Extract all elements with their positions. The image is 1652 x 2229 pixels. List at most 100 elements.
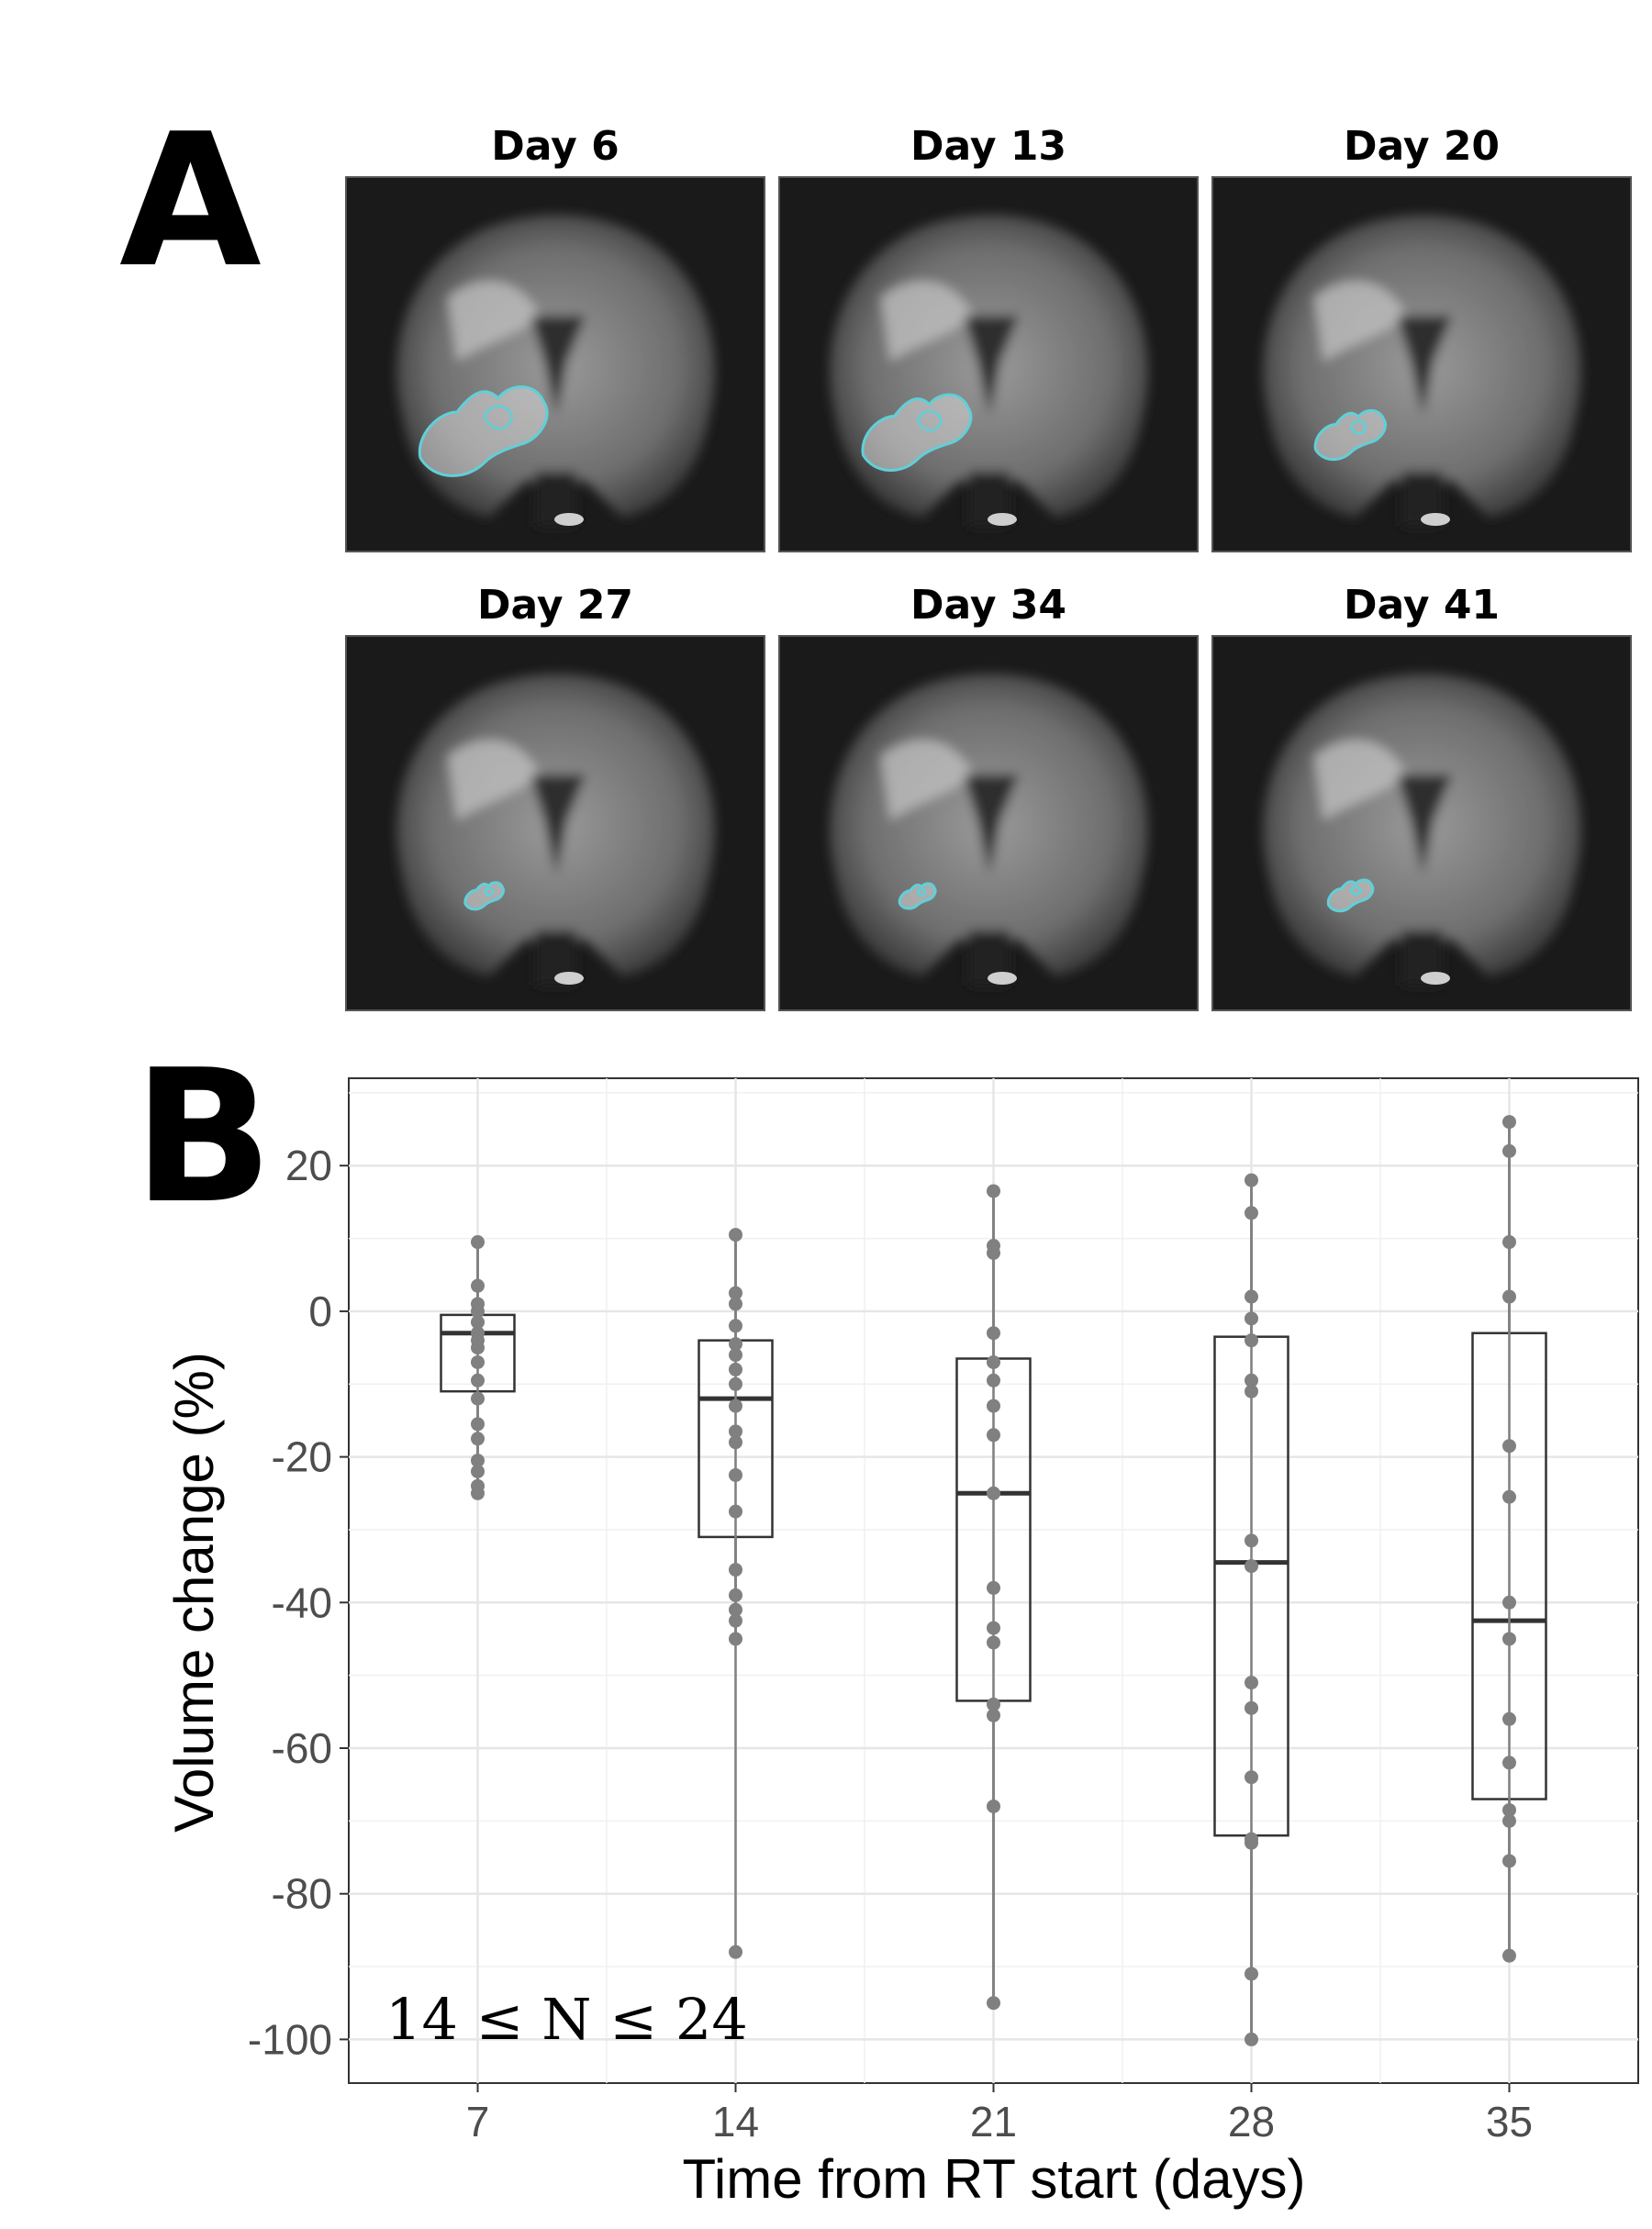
data-point: [1245, 1206, 1258, 1220]
data-point: [987, 1245, 1000, 1260]
data-point: [1502, 1143, 1516, 1158]
data-point: [1502, 1115, 1516, 1130]
panel-b-label: B: [133, 1031, 273, 1244]
data-point: [987, 1996, 1000, 2011]
data-point: [987, 1621, 1000, 1635]
data-point: [471, 1354, 485, 1369]
data-point: [1502, 1711, 1516, 1726]
mri-scan: [1211, 635, 1632, 1011]
data-point: [1245, 1676, 1258, 1690]
y-tick-label: -80: [272, 1870, 332, 1918]
data-point: [987, 1708, 1000, 1722]
data-point: [1502, 1755, 1516, 1770]
x-tick-label: 28: [1228, 2098, 1275, 2145]
data-point: [1502, 1439, 1516, 1454]
data-point: [729, 1632, 742, 1646]
mri-image-grid: Day 6 Day 13 Day 20 Day 27 Day 34 Day 41: [345, 117, 1641, 1035]
data-point: [1245, 1173, 1258, 1187]
data-point: [1245, 1333, 1258, 1348]
data-point: [729, 1362, 742, 1376]
data-point: [987, 1580, 1000, 1595]
data-point: [1245, 1373, 1258, 1388]
data-point: [1502, 1489, 1516, 1504]
data-point: [987, 1354, 1000, 1369]
data-point: [729, 1337, 742, 1352]
data-point: [471, 1341, 485, 1355]
data-point: [1245, 1311, 1258, 1326]
data-point: [729, 1467, 742, 1482]
data-point: [471, 1373, 485, 1388]
data-point: [1245, 1835, 1258, 1850]
data-point: [987, 1697, 1000, 1711]
mri-day-label: Day 41: [1343, 582, 1501, 629]
panel-a-label: A: [119, 95, 262, 308]
data-point: [987, 1428, 1000, 1443]
mri-scan: [345, 176, 765, 552]
x-tick-label: 7: [466, 2098, 490, 2145]
sample-size-annotation: 14 ≤ N ≤ 24: [385, 1986, 748, 2053]
data-point: [471, 1486, 485, 1500]
y-tick-label: -20: [272, 1433, 332, 1481]
data-point: [471, 1432, 485, 1446]
mri-day-label: Day 34: [910, 582, 1067, 629]
y-tick-label: 20: [285, 1142, 332, 1189]
data-point: [729, 1424, 742, 1439]
mri-scan: [778, 176, 1199, 552]
data-point: [471, 1464, 485, 1478]
data-point: [471, 1391, 485, 1406]
data-point: [471, 1304, 485, 1319]
data-point: [1245, 1559, 1258, 1574]
data-point: [1245, 1967, 1258, 1981]
mri-scan: [778, 635, 1199, 1011]
data-point: [471, 1315, 485, 1330]
data-point: [1502, 1595, 1516, 1610]
data-point: [1502, 1802, 1516, 1817]
data-point: [729, 1945, 742, 1959]
data-point: [471, 1417, 485, 1432]
data-point: [987, 1326, 1000, 1341]
data-point: [987, 1399, 1000, 1413]
data-point: [1245, 1700, 1258, 1715]
mri-day-label: Day 13: [910, 123, 1067, 170]
data-point: [987, 1373, 1000, 1388]
data-point: [1502, 1289, 1516, 1304]
data-point: [1502, 1632, 1516, 1646]
data-point: [987, 1486, 1000, 1500]
data-point: [1502, 1854, 1516, 1868]
mri-day-label: Day 27: [476, 582, 634, 629]
data-point: [729, 1399, 742, 1413]
data-point: [729, 1588, 742, 1602]
data-point: [729, 1376, 742, 1391]
mri-day-label: Day 20: [1343, 123, 1501, 170]
mri-day-label: Day 6: [491, 123, 620, 170]
data-point: [1245, 1384, 1258, 1399]
y-tick-label: -40: [272, 1578, 332, 1626]
data-point: [471, 1454, 485, 1468]
x-tick-label: 21: [970, 2098, 1017, 2145]
data-point: [1245, 2032, 1258, 2046]
data-point: [729, 1348, 742, 1363]
x-tick-label: 35: [1486, 2098, 1533, 2145]
data-point: [729, 1602, 742, 1617]
box-plot-chart: 20 0 -20 -40 -60 -80 -100 7 14 21 28 35 14 ≤ N ≤ 24…: [163, 1077, 1639, 2210]
data-point: [471, 1278, 485, 1293]
mri-scan: [1211, 176, 1632, 552]
data-point: [987, 1799, 1000, 1813]
data-point: [729, 1297, 742, 1311]
data-point: [729, 1286, 742, 1300]
y-tick-label: -60: [272, 1724, 332, 1772]
data-point: [729, 1563, 742, 1577]
data-point: [1502, 1948, 1516, 1963]
data-point: [729, 1504, 742, 1519]
data-point: [1245, 1289, 1258, 1304]
data-point: [1502, 1813, 1516, 1828]
data-point: [1245, 1770, 1258, 1785]
data-point: [471, 1235, 485, 1250]
data-point: [729, 1435, 742, 1450]
x-tick-label: 14: [712, 2098, 759, 2145]
mri-scan: [345, 635, 765, 1011]
data-point: [1502, 1235, 1516, 1250]
data-point: [729, 1228, 742, 1243]
data-point: [987, 1635, 1000, 1650]
y-tick-label: -100: [248, 2015, 332, 2063]
